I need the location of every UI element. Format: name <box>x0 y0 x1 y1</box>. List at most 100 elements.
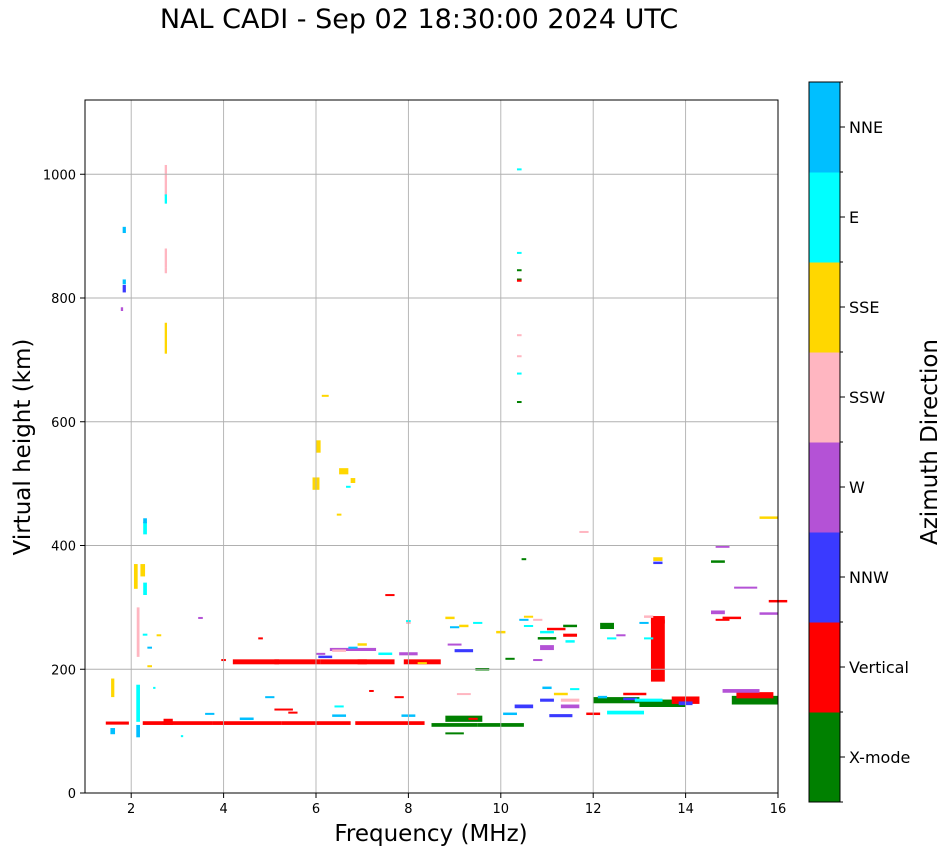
echo-mark <box>600 622 614 630</box>
echo-mark <box>473 621 483 624</box>
echo-mark <box>563 633 578 637</box>
axes: 2 4 6 8 10 12 14 16 0 200 400 600 800 1000 <box>43 168 786 817</box>
echo-mark <box>516 251 522 254</box>
echo-mark <box>120 307 124 311</box>
echo-mark <box>445 732 464 735</box>
echo-mark <box>650 616 665 624</box>
echo-mark <box>265 696 275 699</box>
series-ssw <box>136 164 654 714</box>
echo-mark <box>715 545 730 548</box>
colorbar-segment <box>809 442 840 533</box>
axes-frame <box>84 99 779 794</box>
echo-mark <box>449 626 460 629</box>
echo-mark <box>321 394 329 397</box>
echo-mark <box>459 624 469 628</box>
echo-mark <box>143 582 147 595</box>
echo-mark <box>516 372 522 375</box>
echo-mark <box>563 624 578 628</box>
echo-mark <box>369 689 374 692</box>
colorbar-tick-label: SSW <box>849 388 885 407</box>
echo-mark <box>329 647 377 651</box>
echo-mark <box>540 630 554 634</box>
echo-mark <box>111 678 115 698</box>
y-tick-label: 400 <box>51 540 76 555</box>
x-tick-label: 6 <box>312 802 320 817</box>
colorbar-segment <box>809 352 840 443</box>
echo-mark <box>514 704 534 709</box>
echo-mark <box>122 226 126 234</box>
echo-mark <box>542 686 552 690</box>
series-vertical <box>105 279 788 725</box>
colorbar-tick-label: NNW <box>849 568 889 587</box>
colorbar-tick-label: Vertical <box>849 658 909 677</box>
echo-mark <box>142 633 148 636</box>
series-nne <box>110 226 649 738</box>
echo-mark <box>523 615 534 618</box>
echo-mark <box>274 659 321 665</box>
echo-mark <box>431 723 478 727</box>
echo-mark <box>607 637 617 640</box>
y-tick-label: 600 <box>51 416 76 431</box>
echo-mark <box>357 643 367 646</box>
x-tick-label: 16 <box>770 802 787 817</box>
colorbar: X-mode Vertical NNW W SSW SSE E NNE <box>808 81 910 803</box>
echo-mark <box>523 625 534 628</box>
echo-mark <box>570 688 580 691</box>
echo-mark <box>378 652 393 656</box>
echo-mark <box>316 652 326 655</box>
echo-mark <box>736 692 774 699</box>
echo-mark <box>456 693 471 696</box>
echo-mark <box>205 712 215 715</box>
echo-mark <box>711 560 725 563</box>
echo-mark <box>597 695 608 699</box>
echo-mark <box>140 564 146 577</box>
colorbar-segment <box>809 172 840 263</box>
echo-mark <box>198 616 203 619</box>
echo-mark <box>560 698 580 702</box>
plot-frame <box>84 99 779 794</box>
series-sse <box>111 322 778 698</box>
echo-mark <box>516 269 522 272</box>
echo-mark <box>516 401 522 404</box>
echo-mark <box>143 521 147 535</box>
echo-mark <box>734 586 758 589</box>
echo-mark <box>653 557 663 561</box>
echo-mark <box>468 717 478 720</box>
echo-mark <box>350 478 356 484</box>
colorbar-segment <box>809 622 840 713</box>
echo-mark <box>180 735 184 738</box>
echo-mark <box>147 665 152 668</box>
echo-mark <box>288 711 298 714</box>
echo-mark <box>565 640 575 643</box>
echo-mark <box>332 649 347 652</box>
echo-mark <box>105 721 129 725</box>
echo-mark <box>147 646 152 649</box>
echo-mark <box>122 279 126 285</box>
echo-mark <box>403 659 441 665</box>
echo-mark <box>232 659 280 665</box>
echo-mark <box>593 697 640 704</box>
echo-mark <box>336 513 342 516</box>
echo-mark <box>348 646 358 649</box>
colorbar-segment <box>809 262 840 353</box>
echo-mark <box>560 704 580 709</box>
echo-mark <box>142 721 213 725</box>
echo-mark <box>417 662 427 665</box>
colorbar-label: Azimuth Direction <box>917 339 943 545</box>
echo-mark <box>133 564 138 589</box>
echo-mark <box>653 561 663 565</box>
echo-mark <box>153 686 156 689</box>
series-x-mode <box>431 269 778 735</box>
echo-mark <box>447 643 462 646</box>
colorbar-frame <box>808 81 841 803</box>
echo-mark <box>607 710 645 715</box>
echo-mark <box>334 705 344 708</box>
y-tick-label: 800 <box>51 292 76 307</box>
echo-mark <box>533 659 543 662</box>
echo-mark <box>516 334 522 337</box>
colorbar-tick-label: E <box>849 208 859 227</box>
echo-mark <box>394 696 404 699</box>
echo-mark <box>537 637 557 640</box>
echo-mark <box>579 530 589 533</box>
